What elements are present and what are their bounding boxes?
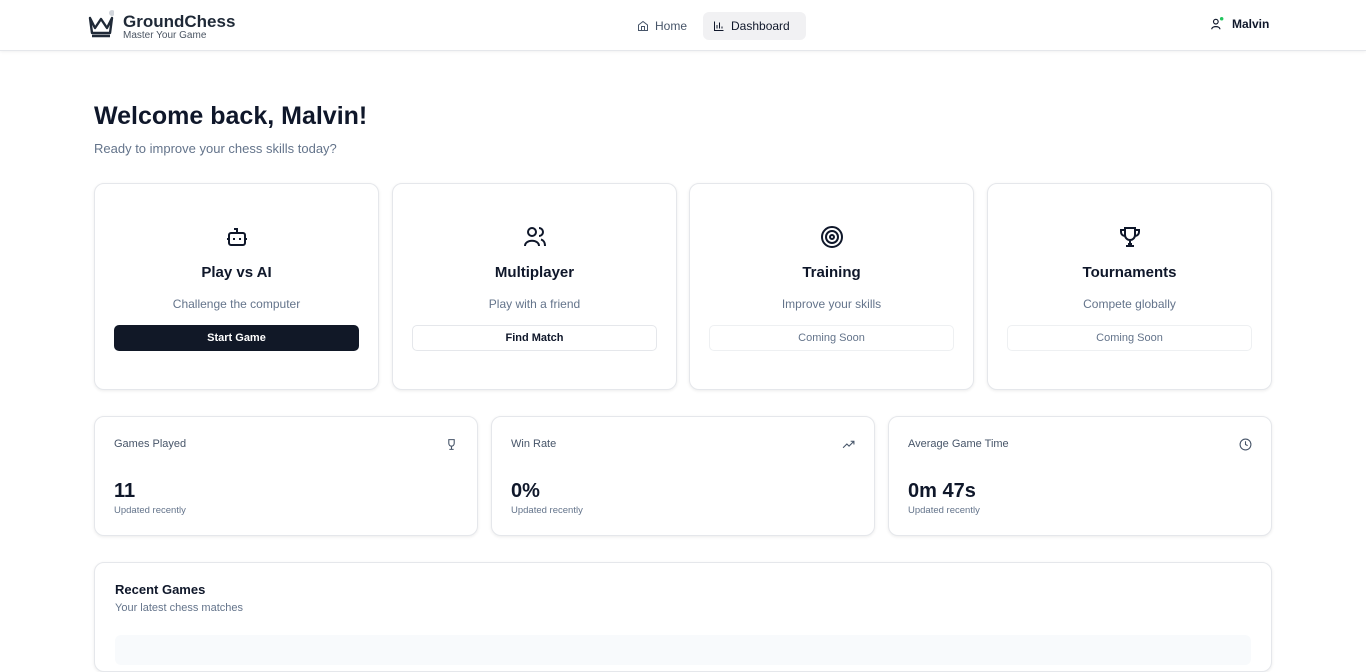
nav-label: Home	[655, 19, 688, 33]
start-button[interactable]: Start Game	[114, 325, 359, 379]
mode-card: Tournaments Compete globally Coming Soon	[987, 183, 1272, 390]
mode-card: Training Improve your skills Coming Soon	[689, 183, 974, 390]
section-subtitle: Your latest chess matches	[115, 602, 243, 614]
user-menu[interactable]: Malvin	[1210, 17, 1269, 31]
section-title: Recent Games	[115, 582, 206, 597]
mode-description: Improve your skills	[781, 297, 882, 311]
stat-value: 0%	[511, 480, 540, 502]
stat-card: Average Game Time 0m 47s Updated recentl…	[888, 416, 1272, 536]
mode-title: Tournaments	[1082, 264, 1177, 281]
recent-games-card: Recent Games Your latest chess matches	[94, 562, 1272, 672]
button-label: Start Game	[207, 332, 266, 344]
nav-label: Dashboard	[731, 19, 790, 33]
mode-card: Multiplayer Play with a friend Find Matc…	[392, 183, 677, 390]
mode-card: Play vs AI Challenge the computer Start …	[94, 183, 379, 390]
stat-note: Updated recently	[114, 505, 186, 516]
disabled-button: Coming Soon	[709, 325, 954, 351]
stat-value: 0m 47s	[908, 480, 976, 502]
mode-title: Training	[802, 264, 861, 281]
stat-label: Games Played	[114, 438, 187, 450]
mode-title: Multiplayer	[494, 264, 575, 281]
logo	[88, 10, 114, 38]
nav-dashboard[interactable]: Dashboard	[703, 12, 806, 40]
nav-home[interactable]: Home	[627, 12, 697, 40]
welcome-title: Welcome back, Malvin!	[94, 102, 368, 130]
tagline: Master Your Game	[123, 30, 207, 41]
mode-title: Play vs AI	[201, 264, 272, 281]
stat-note: Updated recently	[908, 505, 980, 516]
user-name: Malvin	[1232, 17, 1270, 31]
stat-card: Win Rate 0% Updated recently	[491, 416, 875, 536]
stat-note: Updated recently	[511, 505, 583, 516]
games-list	[115, 635, 1251, 665]
top-bar: GroundChess Master Your Game Home Dashbo…	[0, 0, 1366, 51]
stat-label: Win Rate	[511, 438, 557, 450]
mode-description: Play with a friend	[488, 297, 581, 311]
mode-description: Challenge the computer	[172, 297, 301, 311]
stat-value: 11	[114, 480, 136, 502]
mode-description: Compete globally	[1083, 297, 1176, 311]
brand[interactable]: GroundChess	[123, 12, 236, 31]
disabled-button: Coming Soon	[1007, 325, 1252, 351]
stat-card: Games Played 11 Updated recently	[94, 416, 478, 536]
find-button[interactable]: Find Match	[412, 325, 657, 351]
stat-label: Average Game Time	[908, 438, 1009, 450]
welcome-subtitle: Ready to improve your chess skills today…	[94, 141, 337, 156]
